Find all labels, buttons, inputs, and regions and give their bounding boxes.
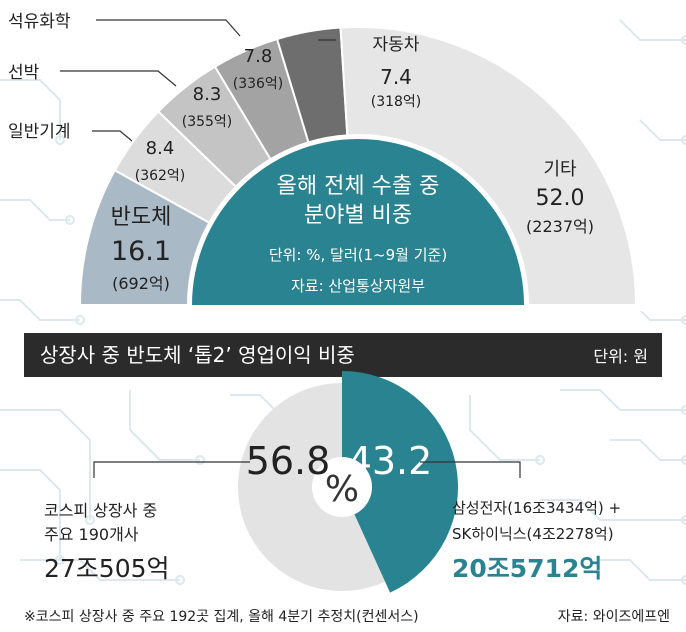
pie-label-others-2: 주요 190개사 xyxy=(44,525,139,544)
circuit-node xyxy=(681,35,686,45)
pie-value-others: 56.8 xyxy=(246,439,331,483)
half-donut-labels: 반도체 16.1 (692억) 8.4 (362억) 일반기계 8.3 (355억) 선박 7.8… xyxy=(8,12,594,293)
donut-baseline xyxy=(70,305,646,311)
slice-value-semiconductor: 16.1 xyxy=(111,236,171,267)
slice-amount-ship: (355억) xyxy=(182,114,233,130)
section2-header-bar xyxy=(24,333,662,377)
slice-value-ship: 8.3 xyxy=(193,84,222,105)
slice-label-machinery: 일반기계 xyxy=(8,122,71,142)
circuit-node xyxy=(681,515,686,525)
pie-label-others-1: 코스피 상장사 중 xyxy=(44,501,157,520)
pie-label-top2-2: SK하이닉스(4조2278억) xyxy=(452,525,614,543)
pie-label-top2-1: 삼성전자(16조3434억) + xyxy=(452,499,621,517)
slice-label-semiconductor: 반도체 xyxy=(111,205,172,230)
slice-value-machinery: 8.4 xyxy=(146,138,175,159)
leader-line xyxy=(420,461,521,478)
circuit-node xyxy=(75,315,85,325)
circuit-node xyxy=(195,455,205,465)
pie-slice-top2 xyxy=(342,371,458,593)
slice-label-petrochem: 석유화학 xyxy=(8,12,71,32)
circuit-node xyxy=(535,455,545,465)
circuit-node xyxy=(681,455,686,465)
circuit-node xyxy=(65,215,75,225)
pie-amount-top2: 20조5712억 xyxy=(452,554,602,583)
donut-source: 자료: 산업통상자원부 xyxy=(291,277,425,295)
pie-center-circle xyxy=(312,457,372,517)
circuit-trace xyxy=(600,559,686,581)
circuit-node xyxy=(681,315,686,325)
circuit-trace xyxy=(0,409,91,520)
circuit-node xyxy=(681,135,686,145)
slice-label-other: 기타 xyxy=(543,159,577,180)
pie-center-label: % xyxy=(325,469,359,510)
circuit-trace xyxy=(619,19,686,41)
slice-value-petrochem: 7.8 xyxy=(244,46,273,67)
slice-amount-petrochem: (336억) xyxy=(233,76,284,92)
section2-unit: 단위: 원 xyxy=(593,347,648,366)
slice-value-other: 52.0 xyxy=(536,186,585,211)
circuit-node xyxy=(681,575,686,585)
pie-value-top2: 43.2 xyxy=(348,439,433,483)
leader-line xyxy=(93,461,250,478)
callout-amount-auto: (318억) xyxy=(371,94,422,110)
donut-title-2: 분야별 비중 xyxy=(304,203,412,228)
circuit-node xyxy=(55,135,65,145)
donut-title: 올해 전체 수출 중 xyxy=(277,174,440,199)
circuit-trace xyxy=(560,389,686,411)
slice-amount-semiconductor: (692억) xyxy=(112,274,170,293)
circuit-trace xyxy=(639,119,686,141)
circuit-trace xyxy=(129,390,200,461)
leader-line xyxy=(96,19,241,37)
circuit-trace xyxy=(0,469,61,560)
circuit-trace xyxy=(540,499,686,521)
pie-amount-others: 27조505억 xyxy=(44,554,170,583)
callout-value-auto: 7.4 xyxy=(380,65,412,89)
callout-label-auto: 자동차 xyxy=(373,35,420,55)
section2-title: 상장사 중 반도체 ‘톱2’ 영업이익 비중 xyxy=(40,343,355,367)
donut-slice-5 xyxy=(339,26,638,306)
pie-labels: %56.8 43.2 코스피 상장사 중주요 190개사 27조505억 삼성전자(16… xyxy=(44,439,621,583)
slice-amount-other: (2237억) xyxy=(526,217,594,236)
circuit-trace xyxy=(0,199,70,221)
source-2: 자료: 와이즈에프엔 xyxy=(558,609,670,625)
circuit-trace xyxy=(0,299,80,321)
footnote: ※코스피 상장사 중 주요 192곳 집계, 올해 4분기 추정치(컨센서스) xyxy=(24,609,419,625)
half-donut-center: 올해 전체 수출 중 분야별 비중 단위: %, 달러(1~9월 기준) 자료:… xyxy=(269,174,447,295)
donut-unit-note: 단위: %, 달러(1~9월 기준) xyxy=(269,246,447,264)
circuit-node xyxy=(175,575,185,585)
circuit-node xyxy=(85,515,95,525)
leader-line xyxy=(92,130,133,142)
leader-line xyxy=(60,70,177,87)
pie-slice-others xyxy=(237,383,386,591)
circuit-trace xyxy=(0,79,61,140)
circuit-node xyxy=(681,405,686,415)
circuit-trace xyxy=(610,439,686,461)
pie-chart xyxy=(237,371,458,593)
half-donut-chart xyxy=(70,26,646,311)
section2-header: 상장사 중 반도체 ‘톱2’ 영업이익 비중 단위: 원 xyxy=(24,333,662,377)
circuit-trace xyxy=(20,559,180,581)
slice-label-ship: 선박 xyxy=(8,63,40,83)
donut-inner-fill xyxy=(192,139,524,305)
slice-amount-machinery: (362억) xyxy=(135,168,186,184)
circuit-trace xyxy=(469,395,540,461)
